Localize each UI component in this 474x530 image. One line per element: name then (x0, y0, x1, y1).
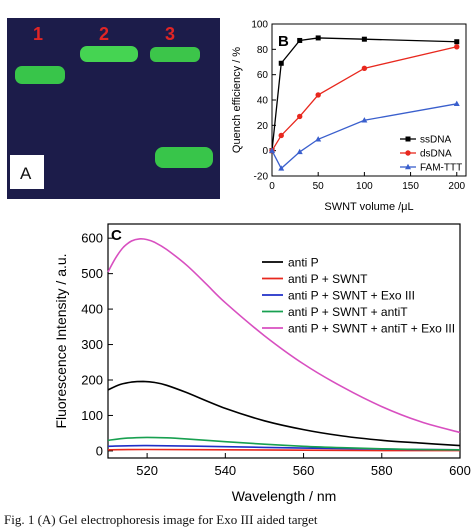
y-tick-label-c: 600 (81, 231, 103, 246)
figure-caption: Fig. 1 (A) Gel electrophoresis image for… (4, 512, 318, 527)
panel-a-label: A (20, 164, 32, 183)
data-point-dsdna (454, 44, 460, 50)
y-axis-label-b: Quench efficiency / % (231, 47, 243, 153)
gel-band-lane-1 (15, 66, 65, 84)
spectrum-line-2 (107, 448, 460, 452)
legend-marker-b (405, 163, 411, 170)
y-tick-label-b: 0 (262, 146, 268, 157)
x-axis-label-c: Wavelength / nm (232, 488, 337, 504)
legend-marker-b (405, 136, 411, 142)
series-line-fam-ttt (271, 103, 457, 170)
data-point-dsdna (278, 132, 284, 139)
x-tick-label-c: 560 (293, 463, 315, 478)
data-point-ssdna (454, 39, 460, 45)
y-tick-label-b: 20 (257, 121, 269, 132)
lane-label-3: 3 (165, 24, 175, 44)
data-point-dsdna (361, 65, 368, 72)
x-tick-label-c: 520 (136, 463, 158, 478)
y-tick-label-b: 60 (257, 70, 269, 81)
x-tick-label-b: 0 (269, 181, 275, 192)
y-tick-label-c: 300 (81, 337, 103, 352)
data-point-ssdna (315, 35, 321, 41)
fluorescence-spectra-chart: 0 100 200 300 400 500 600 520 540 560 580 600 Wavele… (53, 223, 471, 504)
y-tick-label-b: 80 (257, 45, 269, 56)
plot-frame-c (107, 223, 461, 459)
legend-label-c: anti P + SWNT + antiT (288, 305, 408, 319)
data-point-fam-ttt (269, 147, 275, 153)
x-axis-label-b: SWNT volume /μL (324, 201, 413, 213)
x-tick-label-b: 200 (448, 181, 465, 192)
data-point-ssdna (361, 36, 367, 42)
spectrum-line-4 (107, 436, 461, 451)
legend-label-c: anti P + SWNT + Exo III (288, 289, 415, 303)
legend-marker-b (405, 150, 411, 156)
y-axis-label-c: Fluorescence Intensity / a.u. (53, 253, 69, 428)
data-point-ssdna (278, 60, 284, 66)
legend-label-b: FAM-TTT (420, 163, 462, 174)
x-tick-label-c: 540 (214, 463, 236, 478)
x-tick-label-b: 100 (356, 181, 373, 192)
y-tick-label-c: 400 (81, 302, 103, 317)
x-tick-label-b: 150 (402, 181, 419, 192)
x-tick-label-b: 50 (313, 181, 325, 192)
legend-label-c: anti P + SWNT (288, 272, 368, 286)
y-tick-label-b: -20 (254, 172, 269, 183)
legend-label-c: anti P + SWNT + antiT + Exo III (288, 322, 455, 336)
data-point-dsdna (315, 92, 321, 98)
panel-c-label: C (111, 227, 122, 244)
spectrum-line-5 (107, 238, 461, 434)
spectrum-line-1 (107, 380, 461, 447)
series-line-ssdna (271, 37, 457, 151)
y-tick-label-c: 0 (96, 443, 103, 458)
x-tick-label-c: 580 (371, 463, 393, 478)
gel-band-lane-2 (80, 46, 138, 62)
lane-label-2: 2 (99, 24, 109, 44)
data-point-fam-ttt (453, 100, 460, 106)
gel-image: 1 2 3 A (7, 18, 220, 199)
data-point-ssdna (297, 37, 303, 43)
data-point-dsdna (297, 113, 303, 120)
data-point-fam-ttt (315, 136, 322, 142)
data-point-fam-ttt (278, 165, 285, 171)
y-tick-label-b: 100 (251, 20, 268, 31)
data-point-fam-ttt (361, 117, 368, 123)
y-tick-label-c: 500 (81, 266, 103, 281)
legend-label-c: anti P (288, 256, 319, 270)
gel-band-lane-3-top (150, 47, 200, 62)
legend-label-b: ssDNA (420, 135, 451, 146)
panel-label-box (10, 155, 44, 189)
y-tick-label-b: 40 (257, 96, 269, 107)
gel-band-lane-3-bottom (155, 147, 213, 168)
y-tick-label-c: 200 (81, 373, 103, 388)
series-line-dsdna (271, 46, 457, 152)
data-point-fam-ttt (296, 148, 303, 155)
y-tick-label-c: 100 (81, 408, 103, 423)
x-tick-label-c: 600 (449, 463, 471, 478)
lane-label-1: 1 (33, 24, 43, 44)
chart-c-layer: 0 100 200 300 400 500 600 520 540 560 580 600 Wavele… (53, 223, 471, 504)
panel-b-label: B (278, 33, 289, 50)
legend-label-b: dsDNA (420, 149, 452, 160)
